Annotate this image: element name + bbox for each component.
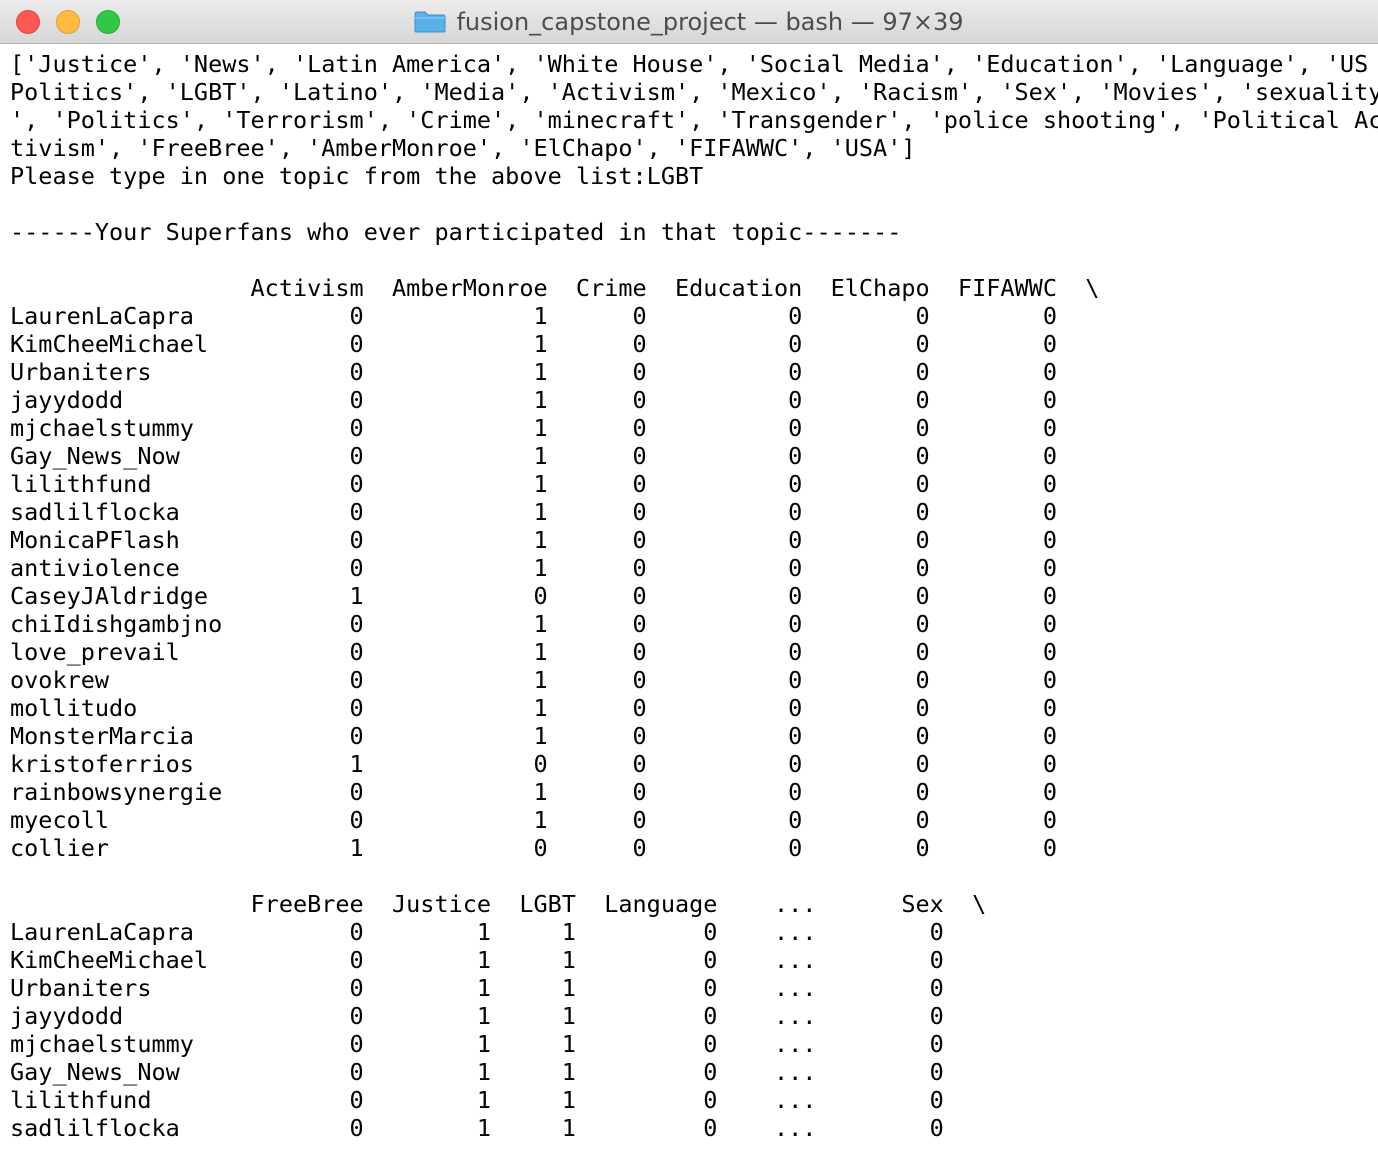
terminal-line: mollitudo 0 1 0 0 0 0	[10, 694, 1057, 722]
terminal-line: jayydodd 0 1 1 0 ... 0	[10, 1002, 944, 1030]
terminal-line: sadlilflocka 0 1 0 0 0 0	[10, 498, 1057, 526]
terminal-line: MonsterMarcia 0 1 0 0 0 0	[10, 722, 1057, 750]
terminal-line: antiviolence 0 1 0 0 0 0	[10, 554, 1057, 582]
terminal-line: Gay_News_Now 0 1 0 0 0 0	[10, 442, 1057, 470]
terminal-line: lilithfund 0 1 1 0 ... 0	[10, 1086, 944, 1114]
terminal-line: Please type in one topic from the above …	[10, 162, 704, 190]
terminal-line: Urbaniters 0 1 1 0 ... 0	[10, 974, 944, 1002]
terminal-line: FreeBree Justice LGBT Language ... Sex \	[10, 890, 987, 918]
window-controls	[16, 10, 120, 34]
terminal-line: Urbaniters 0 1 0 0 0 0	[10, 358, 1057, 386]
terminal-line: kristoferrios 1 0 0 0 0 0	[10, 750, 1057, 778]
terminal-line: sadlilflocka 0 1 1 0 ... 0	[10, 1114, 944, 1142]
terminal-line: LaurenLaCapra 0 1 1 0 ... 0	[10, 918, 944, 946]
terminal-line: collier 1 0 0 0 0 0	[10, 834, 1057, 862]
terminal-line: mjchaelstummy 0 1 0 0 0 0	[10, 414, 1057, 442]
terminal-line: KimCheeMichael 0 1 0 0 0 0	[10, 330, 1057, 358]
terminal-line: MonicaPFlash 0 1 0 0 0 0	[10, 526, 1057, 554]
terminal-line: Gay_News_Now 0 1 1 0 ... 0	[10, 1058, 944, 1086]
terminal-line: tivism', 'FreeBree', 'AmberMonroe', 'ElC…	[10, 134, 916, 162]
terminal-line: ovokrew 0 1 0 0 0 0	[10, 666, 1057, 694]
window-title: fusion_capstone_project — bash — 97×39	[456, 8, 964, 36]
terminal-line: lilithfund 0 1 0 0 0 0	[10, 470, 1057, 498]
terminal-line: jayydodd 0 1 0 0 0 0	[10, 386, 1057, 414]
window-title-group: fusion_capstone_project — bash — 97×39	[0, 0, 1378, 44]
terminal-line: love_prevail 0 1 0 0 0 0	[10, 638, 1057, 666]
terminal-line: ['Justice', 'News', 'Latin America', 'Wh…	[10, 50, 1369, 78]
terminal-line: CaseyJAldridge 1 0 0 0 0 0	[10, 582, 1057, 610]
title-bar[interactable]: fusion_capstone_project — bash — 97×39	[0, 0, 1378, 44]
terminal-line: ------Your Superfans who ever participat…	[10, 218, 902, 246]
terminal-line: chiIdishgambjno 0 1 0 0 0 0	[10, 610, 1057, 638]
terminal-line: mjchaelstummy 0 1 1 0 ... 0	[10, 1030, 944, 1058]
terminal-line	[10, 190, 1378, 218]
terminal-output[interactable]: ['Justice', 'News', 'Latin America', 'Wh…	[0, 44, 1378, 1142]
terminal-line: KimCheeMichael 0 1 1 0 ... 0	[10, 946, 944, 974]
zoom-button[interactable]	[96, 10, 120, 34]
folder-icon	[414, 11, 446, 33]
minimize-button[interactable]	[56, 10, 80, 34]
terminal-line	[10, 862, 1378, 890]
terminal-line: myecoll 0 1 0 0 0 0	[10, 806, 1057, 834]
close-button[interactable]	[16, 10, 40, 34]
terminal-line: LaurenLaCapra 0 1 0 0 0 0	[10, 302, 1057, 330]
terminal-line: ', 'Politics', 'Terrorism', 'Crime', 'mi…	[10, 106, 1378, 134]
terminal-line: Politics', 'LGBT', 'Latino', 'Media', 'A…	[10, 78, 1378, 106]
terminal-line: Activism AmberMonroe Crime Education ElC…	[10, 274, 1100, 302]
terminal-line: rainbowsynergie 0 1 0 0 0 0	[10, 778, 1057, 806]
terminal-line	[10, 246, 1378, 274]
